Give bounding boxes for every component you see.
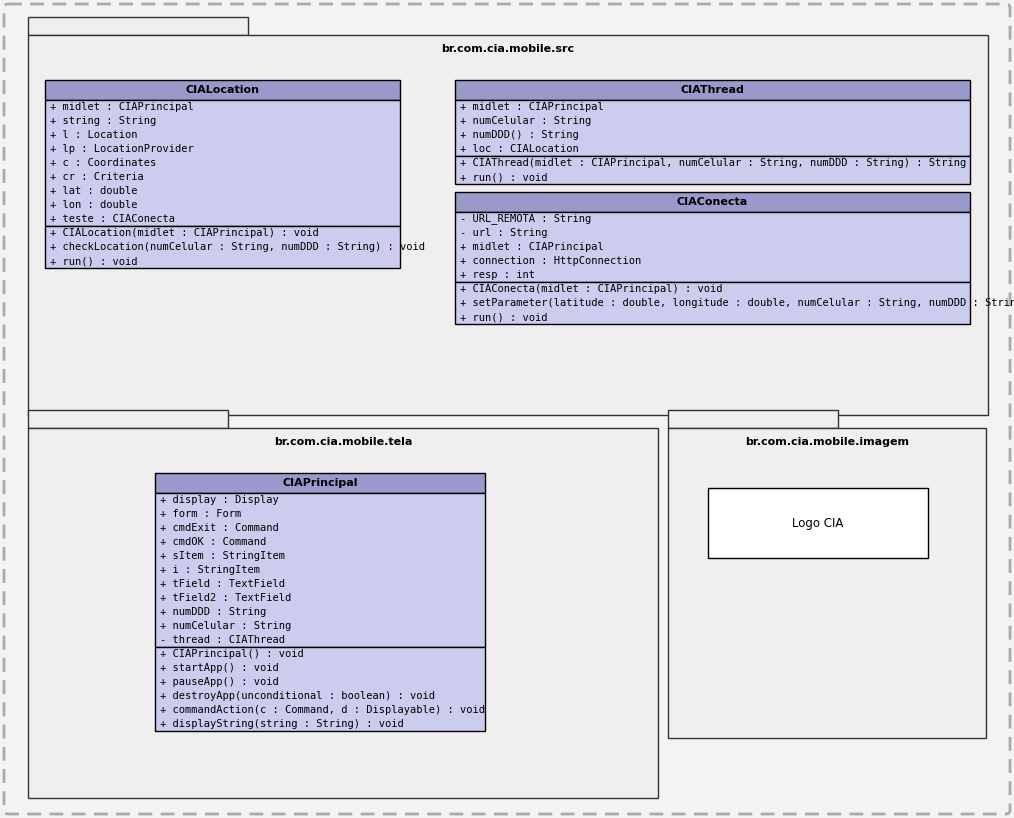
Bar [668, 410, 838, 428]
FancyBboxPatch shape [4, 4, 1010, 814]
Bar [668, 428, 986, 738]
Bar [455, 212, 970, 282]
Text: + CIALocation(midlet : CIAPrincipal) : void: + CIALocation(midlet : CIAPrincipal) : v… [50, 228, 318, 238]
Text: + commandAction(c : Command, d : Displayable) : void: + commandAction(c : Command, d : Display… [160, 705, 485, 715]
Bar [28, 428, 658, 798]
Text: CIAConecta: CIAConecta [677, 197, 748, 207]
Text: + numDDD : String: + numDDD : String [160, 607, 267, 617]
Text: + lon : double: + lon : double [50, 200, 138, 210]
Text: + CIAPrincipal() : void: + CIAPrincipal() : void [160, 649, 304, 659]
Text: + cr : Criteria: + cr : Criteria [50, 172, 144, 182]
Bar [455, 192, 970, 212]
Text: + form : Form: + form : Form [160, 509, 241, 519]
Bar [28, 17, 248, 35]
Text: + numCelular : String: + numCelular : String [160, 621, 291, 631]
Text: + CIAThread(midlet : CIAPrincipal, numCelular : String, numDDD : String) : Strin: + CIAThread(midlet : CIAPrincipal, numCe… [460, 158, 966, 168]
Text: + numDDD() : String: + numDDD() : String [460, 130, 579, 140]
Bar [455, 156, 970, 184]
Text: CIAThread: CIAThread [680, 85, 744, 95]
Bar [45, 100, 400, 226]
Text: + cmdOK : Command: + cmdOK : Command [160, 537, 267, 547]
Text: + displayString(string : String) : void: + displayString(string : String) : void [160, 719, 404, 729]
Text: Logo CIA: Logo CIA [792, 516, 844, 529]
Text: + string : String: + string : String [50, 116, 156, 126]
Text: + run() : void: + run() : void [460, 172, 548, 182]
Bar [28, 410, 228, 428]
Bar [455, 100, 970, 156]
Text: - thread : CIAThread: - thread : CIAThread [160, 635, 285, 645]
Bar [155, 473, 485, 493]
Text: + lp : LocationProvider: + lp : LocationProvider [50, 144, 194, 154]
Text: + run() : void: + run() : void [460, 312, 548, 322]
Text: + sItem : StringItem: + sItem : StringItem [160, 551, 285, 561]
Bar [45, 226, 400, 268]
Text: + midlet : CIAPrincipal: + midlet : CIAPrincipal [50, 102, 194, 112]
Text: + c : Coordinates: + c : Coordinates [50, 158, 156, 168]
Text: + startApp() : void: + startApp() : void [160, 663, 279, 673]
Text: + tField : TextField: + tField : TextField [160, 579, 285, 589]
Bar [155, 493, 485, 647]
Text: br.com.cia.mobile.imagem: br.com.cia.mobile.imagem [745, 437, 909, 447]
Text: + display : Display: + display : Display [160, 495, 279, 505]
Text: + connection : HttpConnection: + connection : HttpConnection [460, 256, 641, 266]
Text: + midlet : CIAPrincipal: + midlet : CIAPrincipal [460, 242, 603, 252]
Text: br.com.cia.mobile.tela: br.com.cia.mobile.tela [274, 437, 412, 447]
Text: + run() : void: + run() : void [50, 256, 138, 266]
Text: + pauseApp() : void: + pauseApp() : void [160, 677, 279, 687]
Text: - URL_REMOTA : String: - URL_REMOTA : String [460, 213, 591, 224]
Text: + checkLocation(numCelular : String, numDDD : String) : void: + checkLocation(numCelular : String, num… [50, 242, 425, 252]
Text: + i : StringItem: + i : StringItem [160, 565, 260, 575]
Text: + cmdExit : Command: + cmdExit : Command [160, 523, 279, 533]
Text: CIAPrincipal: CIAPrincipal [282, 478, 358, 488]
Text: + setParameter(latitude : double, longitude : double, numCelular : String, numDD: + setParameter(latitude : double, longit… [460, 298, 1014, 308]
Text: + l : Location: + l : Location [50, 130, 138, 140]
Text: CIALocation: CIALocation [186, 85, 260, 95]
Text: + tField2 : TextField: + tField2 : TextField [160, 593, 291, 603]
Bar [28, 35, 988, 415]
Text: - url : String: - url : String [460, 228, 548, 238]
Text: br.com.cia.mobile.src: br.com.cia.mobile.src [441, 44, 575, 54]
Text: + CIAConecta(midlet : CIAPrincipal) : void: + CIAConecta(midlet : CIAPrincipal) : vo… [460, 284, 723, 294]
Bar [155, 647, 485, 731]
Bar [708, 488, 928, 558]
Bar [45, 80, 400, 100]
Text: + midlet : CIAPrincipal: + midlet : CIAPrincipal [460, 102, 603, 112]
Text: + destroyApp(unconditional : boolean) : void: + destroyApp(unconditional : boolean) : … [160, 691, 435, 701]
Text: + teste : CIAConecta: + teste : CIAConecta [50, 214, 175, 224]
Text: + numCelular : String: + numCelular : String [460, 116, 591, 126]
Text: + lat : double: + lat : double [50, 186, 138, 196]
Text: + resp : int: + resp : int [460, 270, 535, 280]
Bar [455, 282, 970, 324]
Text: + loc : CIALocation: + loc : CIALocation [460, 144, 579, 154]
Bar [455, 80, 970, 100]
